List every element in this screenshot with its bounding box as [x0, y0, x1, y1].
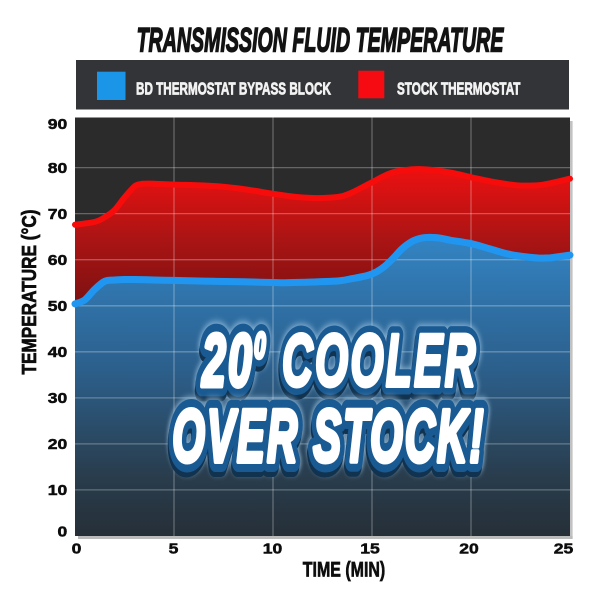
svg-text:60: 60	[48, 252, 68, 269]
svg-text:200 COOLER: 200 COOLER	[201, 319, 477, 402]
svg-text:50: 50	[48, 298, 68, 315]
svg-text:TEMPERATURE (°C): TEMPERATURE (°C)	[18, 209, 41, 374]
svg-text:5: 5	[169, 541, 179, 558]
svg-text:80: 80	[48, 160, 68, 177]
svg-text:TIME (MIN): TIME (MIN)	[303, 558, 385, 582]
svg-text:OVER STOCK!: OVER STOCK!	[172, 400, 485, 483]
svg-text:TRANSMISSION FLUID TEMPERATURE: TRANSMISSION FLUID TEMPERATURE	[137, 21, 505, 59]
svg-text:BD THERMOSTAT BYPASS BLOCK: BD THERMOSTAT BYPASS BLOCK	[136, 79, 331, 99]
svg-text:200 COOLER: 200 COOLER	[201, 324, 477, 407]
svg-text:15: 15	[360, 541, 380, 558]
svg-text:70: 70	[48, 206, 68, 223]
svg-text:40: 40	[48, 344, 68, 361]
svg-text:20: 20	[459, 541, 479, 558]
svg-text:0: 0	[72, 541, 82, 558]
svg-text:STOCK THERMOSTAT: STOCK THERMOSTAT	[397, 79, 521, 99]
svg-text:200 COOLER: 200 COOLER	[201, 319, 477, 402]
svg-text:10: 10	[48, 482, 68, 499]
svg-text:OVER STOCK!: OVER STOCK!	[172, 395, 485, 478]
svg-text:OVER STOCK!: OVER STOCK!	[172, 395, 485, 478]
svg-text:200 COOLER: 200 COOLER	[201, 319, 477, 402]
svg-text:25: 25	[554, 541, 574, 558]
svg-text:20: 20	[48, 436, 68, 453]
svg-text:OVER STOCK!: OVER STOCK!	[172, 395, 485, 478]
svg-text:0: 0	[58, 524, 68, 541]
svg-text:10: 10	[263, 541, 283, 558]
svg-text:30: 30	[48, 390, 68, 407]
svg-text:90: 90	[48, 116, 68, 133]
